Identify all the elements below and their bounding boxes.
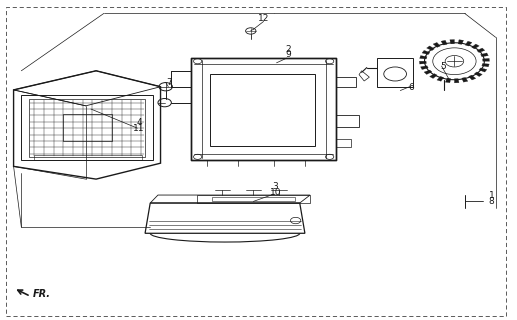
- Text: 7: 7: [166, 78, 172, 87]
- Text: 1: 1: [489, 191, 494, 200]
- Polygon shape: [441, 40, 447, 45]
- Text: 3: 3: [272, 182, 278, 191]
- Text: 8: 8: [489, 197, 494, 206]
- Text: 9: 9: [285, 50, 291, 59]
- Polygon shape: [468, 75, 476, 80]
- Polygon shape: [433, 43, 440, 47]
- Polygon shape: [454, 79, 459, 83]
- Polygon shape: [458, 40, 464, 44]
- Text: 5: 5: [440, 62, 446, 71]
- Polygon shape: [424, 70, 432, 75]
- Polygon shape: [437, 76, 444, 81]
- Polygon shape: [422, 50, 430, 54]
- Polygon shape: [472, 44, 479, 49]
- Text: 4: 4: [136, 118, 142, 127]
- Text: 12: 12: [258, 14, 269, 23]
- Polygon shape: [420, 66, 428, 69]
- Text: 2: 2: [285, 44, 291, 54]
- Text: 11: 11: [133, 124, 145, 132]
- Text: 10: 10: [270, 188, 281, 197]
- Polygon shape: [482, 59, 490, 61]
- Polygon shape: [420, 56, 427, 59]
- Polygon shape: [430, 74, 437, 78]
- Polygon shape: [462, 77, 468, 82]
- Polygon shape: [481, 53, 488, 57]
- Text: FR.: FR.: [33, 290, 51, 300]
- Polygon shape: [450, 40, 454, 44]
- Text: 6: 6: [409, 83, 415, 92]
- Polygon shape: [445, 78, 451, 83]
- Polygon shape: [427, 46, 434, 51]
- Polygon shape: [477, 48, 485, 52]
- Polygon shape: [479, 68, 487, 72]
- Polygon shape: [465, 41, 472, 46]
- Polygon shape: [419, 61, 427, 64]
- Polygon shape: [482, 63, 489, 67]
- Polygon shape: [475, 72, 482, 76]
